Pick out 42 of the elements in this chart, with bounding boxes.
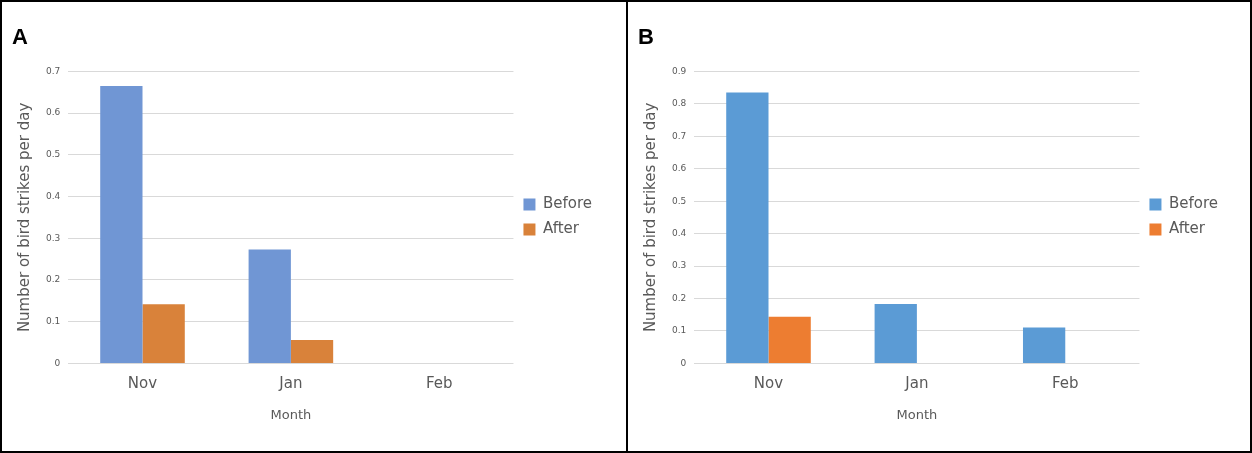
- bar: [726, 92, 769, 363]
- y-tick-label: 0.2: [671, 292, 687, 303]
- x-tick-label: Nov: [127, 374, 158, 393]
- y-tick-label: 0.7: [671, 130, 687, 141]
- y-tick-label: 0.9: [671, 65, 687, 76]
- x-tick-label: Jan: [278, 374, 303, 393]
- y-tick-label: 0.1: [671, 325, 687, 336]
- y-tick-label: 0: [54, 357, 61, 368]
- bar: [100, 86, 143, 363]
- y-axis-title: Number of bird strikes per day: [640, 102, 659, 333]
- bar: [142, 304, 185, 363]
- x-axis-title: Month: [896, 406, 938, 422]
- y-tick-label: 0.4: [671, 227, 687, 238]
- x-axis-title: Month: [270, 406, 312, 422]
- x-tick-label: Jan: [904, 374, 929, 393]
- bar: [1022, 327, 1066, 363]
- bar: [768, 316, 811, 363]
- y-tick-label: 0.7: [45, 65, 61, 76]
- x-tick-label: Feb: [1051, 374, 1079, 393]
- y-axis-title: Number of bird strikes per day: [14, 102, 33, 333]
- y-tick-label: 0.8: [671, 98, 687, 109]
- x-tick-label: Nov: [753, 374, 784, 393]
- bar: [248, 249, 291, 363]
- y-tick-label: 0.3: [45, 232, 61, 243]
- legend-label: After: [542, 219, 580, 238]
- legend-label: After: [1168, 219, 1206, 238]
- y-tick-label: 0.1: [45, 316, 61, 327]
- bar: [290, 340, 334, 363]
- y-tick-label: 0.5: [671, 195, 687, 206]
- bar: [874, 304, 917, 363]
- y-tick-label: 0.5: [45, 149, 61, 160]
- chart-title: A: [12, 24, 28, 50]
- y-tick-label: 0.2: [45, 274, 61, 285]
- y-tick-label: 0.6: [671, 163, 687, 174]
- chart-title: B: [638, 24, 654, 50]
- x-tick-label: Feb: [425, 374, 453, 393]
- y-tick-label: 0.3: [671, 260, 687, 271]
- legend-label: Before: [542, 194, 592, 213]
- y-tick-label: 0.4: [45, 190, 61, 201]
- legend-label: Before: [1168, 194, 1218, 213]
- y-tick-label: 0: [680, 357, 687, 368]
- y-tick-label: 0.6: [45, 107, 61, 118]
